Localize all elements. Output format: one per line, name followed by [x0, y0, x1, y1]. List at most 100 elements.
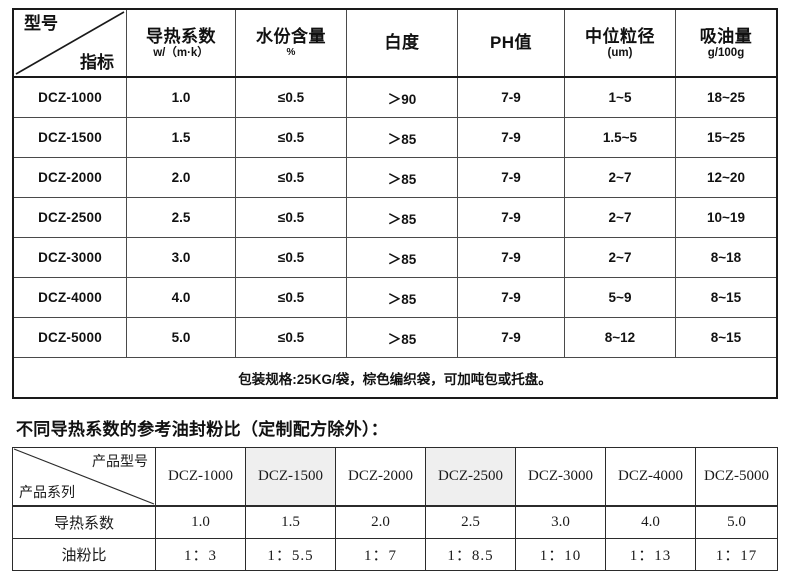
- spec-cell-moisture: ≤0.5: [235, 277, 347, 318]
- ratio-header-model: DCZ-1000: [155, 447, 246, 507]
- spec-cell-median-particle-size: 8~12: [564, 317, 676, 358]
- spec-corner-bottom-label: 指标: [80, 52, 114, 72]
- ratio-table-header-row: 产品型号 产品系列 DCZ-1000 DCZ-1500 DCZ-2000 DCZ…: [12, 447, 778, 507]
- spec-table-header-row: 型号 指标 导热系数 w/（m·k） 水份含量 % 白度 PH值: [12, 8, 778, 78]
- spec-cell-conductivity: 4.0: [126, 277, 236, 318]
- spec-header-oil-absorption-sub: g/100g: [707, 46, 745, 59]
- spec-header-median-particle-size-sub: (um): [607, 46, 633, 59]
- ratio-header-model: DCZ-5000: [695, 447, 778, 507]
- spec-cell-median-particle-size: 2~7: [564, 237, 676, 278]
- ratio-cell-oil-powder: 1：8.5: [425, 538, 516, 571]
- spec-cell-oil-absorption: 12~20: [675, 157, 778, 198]
- ratio-cell-conductivity: 4.0: [605, 505, 696, 539]
- spec-header-moisture-sub: %: [286, 47, 296, 59]
- spec-model-name: DCZ-2500: [12, 197, 127, 238]
- ratio-header-model: DCZ-1500: [245, 447, 336, 507]
- table-row: DCZ-1500 1.5 ≤0.5 ＞85 7-9 1.5~5 15~25: [12, 117, 778, 158]
- spec-cell-moisture: ≤0.5: [235, 76, 347, 118]
- spec-cell-oil-absorption: 15~25: [675, 117, 778, 158]
- spec-cell-whiteness: ＞85: [346, 157, 458, 198]
- spec-cell-oil-absorption: 10~19: [675, 197, 778, 238]
- spec-header-moisture-main: 水份含量: [256, 27, 326, 47]
- table-row: DCZ-1000 1.0 ≤0.5 ＞90 7-9 1~5 18~25: [12, 76, 778, 118]
- spec-corner-cell: 型号 指标: [12, 8, 127, 78]
- ratio-cell-conductivity: 5.0: [695, 505, 778, 539]
- ratio-cell-oil-powder: 1：10: [515, 538, 606, 571]
- table-row: DCZ-2500 2.5 ≤0.5 ＞85 7-9 2~7 10~19: [12, 197, 778, 238]
- spec-cell-oil-absorption: 8~15: [675, 317, 778, 358]
- ratio-table: 产品型号 产品系列 DCZ-1000 DCZ-1500 DCZ-2000 DCZ…: [12, 447, 778, 571]
- spec-header-ph-main: PH值: [489, 33, 533, 53]
- spec-header-ph: PH值: [457, 8, 565, 78]
- spec-cell-whiteness: ＞85: [346, 277, 458, 318]
- ratio-corner-top-label: 产品型号: [92, 455, 148, 470]
- spec-cell-ph: 7-9: [457, 317, 565, 358]
- spec-header-conductivity-main: 导热系数: [146, 26, 216, 46]
- table-row: DCZ-2000 2.0 ≤0.5 ＞85 7-9 2~7 12~20: [12, 157, 778, 198]
- spec-header-conductivity-sub: w/（m·k）: [153, 46, 209, 59]
- ratio-cell-conductivity: 2.5: [425, 505, 516, 539]
- spec-cell-conductivity: 3.0: [126, 237, 236, 278]
- table-row: DCZ-4000 4.0 ≤0.5 ＞85 7-9 5~9 8~15: [12, 277, 778, 318]
- packaging-note: 包装规格:25KG/袋，棕色编织袋，可加吨包或托盘。: [12, 357, 778, 399]
- ratio-cell-conductivity: 3.0: [515, 505, 606, 539]
- spec-model-name: DCZ-5000: [12, 317, 127, 358]
- spec-cell-ph: 7-9: [457, 197, 565, 238]
- spec-cell-median-particle-size: 2~7: [564, 197, 676, 238]
- spec-header-whiteness-main: 白度: [384, 33, 420, 53]
- spec-cell-median-particle-size: 5~9: [564, 277, 676, 318]
- spec-table: 型号 指标 导热系数 w/（m·k） 水份含量 % 白度 PH值: [12, 8, 778, 399]
- ratio-cell-conductivity: 1.5: [245, 505, 336, 539]
- spec-note-row: 包装规格:25KG/袋，棕色编织袋，可加吨包或托盘。: [12, 357, 778, 399]
- table-row: DCZ-5000 5.0 ≤0.5 ＞85 7-9 8~12 8~15: [12, 317, 778, 358]
- ratio-cell-conductivity: 1.0: [155, 505, 246, 539]
- ratio-cell-conductivity: 2.0: [335, 505, 426, 539]
- ratio-corner-bottom-label: 产品系列: [19, 486, 75, 501]
- spec-cell-oil-absorption: 8~15: [675, 277, 778, 318]
- ratio-cell-oil-powder: 1：13: [605, 538, 696, 571]
- spec-cell-ph: 7-9: [457, 277, 565, 318]
- spec-cell-conductivity: 1.5: [126, 117, 236, 158]
- spec-cell-conductivity: 2.0: [126, 157, 236, 198]
- spec-cell-moisture: ≤0.5: [235, 237, 347, 278]
- spec-cell-median-particle-size: 1~5: [564, 76, 676, 118]
- spec-cell-conductivity: 2.5: [126, 197, 236, 238]
- ratio-cell-oil-powder: 1：7: [335, 538, 426, 571]
- spec-model-name: DCZ-1500: [12, 117, 127, 158]
- spec-cell-moisture: ≤0.5: [235, 317, 347, 358]
- table-row: DCZ-3000 3.0 ≤0.5 ＞85 7-9 2~7 8~18: [12, 237, 778, 278]
- spec-header-whiteness: 白度: [346, 8, 458, 78]
- spec-model-name: DCZ-3000: [12, 237, 127, 278]
- spec-cell-oil-absorption: 8~18: [675, 237, 778, 278]
- spec-cell-whiteness: ＞85: [346, 117, 458, 158]
- table-row: 导热系数 1.0 1.5 2.0 2.5 3.0 4.0 5.0: [12, 505, 778, 539]
- spec-cell-conductivity: 5.0: [126, 317, 236, 358]
- ratio-header-model: DCZ-2000: [335, 447, 426, 507]
- ratio-header-model: DCZ-4000: [605, 447, 696, 507]
- spec-cell-oil-absorption: 18~25: [675, 76, 778, 118]
- spec-header-moisture: 水份含量 %: [235, 8, 347, 78]
- spec-cell-ph: 7-9: [457, 237, 565, 278]
- spec-cell-whiteness: ＞85: [346, 237, 458, 278]
- spec-cell-median-particle-size: 1.5~5: [564, 117, 676, 158]
- spec-cell-whiteness: ＞85: [346, 197, 458, 238]
- ratio-row-label: 导热系数: [12, 505, 156, 539]
- ratio-cell-oil-powder: 1：17: [695, 538, 778, 571]
- spec-model-name: DCZ-4000: [12, 277, 127, 318]
- ratio-header-model: DCZ-3000: [515, 447, 606, 507]
- spec-model-name: DCZ-1000: [12, 76, 127, 118]
- table-row: 油粉比 1：3 1：5.5 1：7 1：8.5 1：10 1：13 1：17: [12, 538, 778, 571]
- ratio-table-body: 产品型号 产品系列 DCZ-1000 DCZ-1500 DCZ-2000 DCZ…: [12, 447, 778, 571]
- spec-header-conductivity: 导热系数 w/（m·k）: [126, 8, 236, 78]
- spec-header-oil-absorption-main: 吸油量: [699, 26, 753, 46]
- ratio-header-model: DCZ-2500: [425, 447, 516, 507]
- spec-cell-ph: 7-9: [457, 76, 565, 118]
- spec-cell-whiteness: ＞85: [346, 317, 458, 358]
- spec-header-median-particle-size-main: 中位粒径: [585, 26, 655, 46]
- ratio-row-label: 油粉比: [12, 538, 156, 571]
- spec-cell-ph: 7-9: [457, 117, 565, 158]
- spec-cell-ph: 7-9: [457, 157, 565, 198]
- spec-table-body: 型号 指标 导热系数 w/（m·k） 水份含量 % 白度 PH值: [12, 8, 778, 399]
- spec-header-oil-absorption: 吸油量 g/100g: [675, 8, 778, 78]
